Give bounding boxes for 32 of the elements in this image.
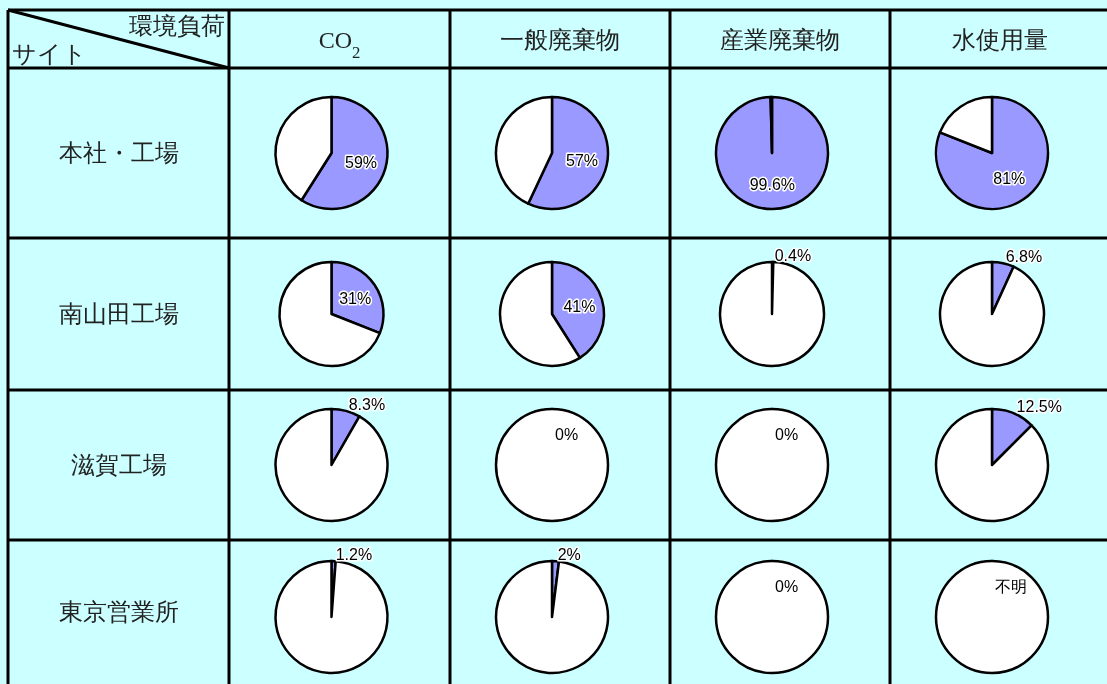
pie-chart: 0.4% <box>718 247 826 368</box>
data-label: 2% <box>557 546 581 564</box>
data-label: 12.5% <box>1016 398 1062 416</box>
category-label: 本社・工場 <box>58 140 179 166</box>
data-label: 57% <box>566 151 599 169</box>
data-label: 0.4% <box>774 247 812 264</box>
text: 環境負荷 <box>129 13 225 39</box>
pie-chart: 1.2% <box>274 546 389 675</box>
category-label: 東京営業所 <box>58 599 179 625</box>
pie-chart: 57% <box>494 95 610 211</box>
data-label: 81% <box>993 170 1026 188</box>
pie-chart: 2% <box>494 546 610 675</box>
category-label: 水使用量 <box>952 27 1048 53</box>
pie-chart: 8.3% <box>274 396 389 523</box>
pie-chart: 41% <box>498 260 606 368</box>
category-label: 南山田工場 <box>58 301 179 327</box>
category-label: CO$_{2}$ <box>318 27 361 62</box>
data-label: 31% <box>339 289 372 307</box>
pie-chart: 59% <box>274 95 389 211</box>
category-label: 産業廃棄物 <box>720 27 840 53</box>
pie-chart: 31% <box>278 260 385 368</box>
category-label: 一般廃棄物 <box>500 27 620 53</box>
pie-chart: 12.5% <box>934 398 1062 523</box>
text: サイト <box>12 41 87 67</box>
category-label: 滋賀工場 <box>70 452 167 478</box>
data-label: 1.2% <box>335 546 373 564</box>
pie-chart: 6.8% <box>938 248 1046 368</box>
data-label: 41% <box>563 298 596 316</box>
data-label: 99.6% <box>749 175 796 193</box>
data-label: 59% <box>345 153 378 171</box>
data-label: 8.3% <box>348 395 386 413</box>
data-label: 6.8% <box>1005 248 1043 266</box>
